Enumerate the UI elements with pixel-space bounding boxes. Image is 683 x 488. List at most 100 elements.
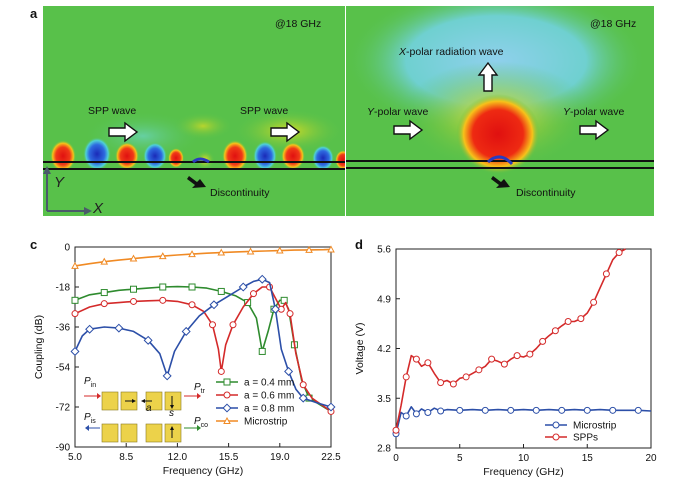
y-tick-label: 5.6 <box>377 245 391 256</box>
data-point-0 <box>71 296 79 304</box>
panel-c-inset-p-is-symbol: P <box>84 412 91 423</box>
data-point-0 <box>280 296 288 304</box>
panel-c-inset-a-label: a <box>146 403 152 414</box>
panel-c-inset-p-in-symbol: P <box>84 376 91 387</box>
data-point-0 <box>507 406 515 414</box>
data-point-0 <box>481 406 489 414</box>
data-point-0 <box>532 406 540 414</box>
data-point-1 <box>539 337 547 345</box>
panel-c-letter: c <box>30 237 38 252</box>
data-point-0 <box>188 283 196 291</box>
data-point-0 <box>558 406 566 414</box>
y-tick-label: 4.2 <box>377 344 391 355</box>
data-point-3 <box>305 245 313 253</box>
x-tick-label: 19.0 <box>270 452 290 463</box>
data-point-1 <box>71 310 79 318</box>
data-point-1 <box>602 270 610 278</box>
panel-c-inset-p-co-sub: co <box>200 422 209 429</box>
legend-entry: Microstrip <box>573 421 617 432</box>
series-line-1 <box>74 286 332 413</box>
y-tick-label: 0 <box>64 243 70 254</box>
y-tick-label: -18 <box>56 283 71 294</box>
data-point-1 <box>449 380 457 388</box>
data-point-1 <box>551 327 559 335</box>
panel-c-inset-p-is: Pis <box>84 412 96 425</box>
data-point-0 <box>412 410 420 418</box>
y-tick-label: 2.8 <box>377 444 391 455</box>
x-axis-label: Frequency (GHz) <box>483 466 564 478</box>
data-point-2 <box>162 371 172 381</box>
panel-a-axis-y-label: Y <box>54 174 65 191</box>
panel-b-wave-right-text: -polar wave <box>570 106 625 118</box>
data-point-1 <box>424 359 432 367</box>
panel-c-inset-p-co: Pco <box>194 416 208 429</box>
panel-a-arrow-right <box>270 121 301 143</box>
panel-c-inset-p-tr-symbol: P <box>194 382 201 393</box>
panel-b-discontinuity-arrow <box>491 176 510 188</box>
legend-marker <box>223 416 231 424</box>
data-point-2 <box>238 282 248 292</box>
data-point-1 <box>513 352 521 360</box>
data-point-1 <box>100 300 108 308</box>
panel-c-inset-s-label: s <box>169 408 174 419</box>
legend-entry: SPPs <box>573 433 598 444</box>
panel-c-inset-p-tr: Ptr <box>194 382 205 395</box>
panel-b-arrow-left <box>393 119 424 141</box>
legend-entry: Microstrip <box>244 417 288 428</box>
panel-c-inset: Pin Ptr Pis Pco a s <box>80 374 220 446</box>
data-point-3 <box>188 250 196 258</box>
data-point-1 <box>130 297 138 305</box>
data-point-1 <box>412 355 420 363</box>
data-point-1 <box>299 381 307 389</box>
data-point-0 <box>402 412 410 420</box>
data-point-1 <box>249 290 257 298</box>
data-point-3 <box>246 247 255 255</box>
panel-b-arrow-right <box>579 119 610 141</box>
panel-a-spp-wave-right: SPP wave <box>240 105 289 117</box>
panel-a-discontinuity-arrow <box>187 176 206 188</box>
data-point-2 <box>298 393 308 403</box>
series-line-3 <box>74 248 332 267</box>
data-point-2 <box>70 346 80 356</box>
x-tick-label: 12.0 <box>168 452 188 463</box>
y-tick-label: -72 <box>56 403 71 414</box>
data-point-1 <box>188 301 196 309</box>
legend-entry: a = 0.4 mm <box>244 378 294 389</box>
data-point-0 <box>130 285 138 293</box>
data-point-1 <box>577 315 585 323</box>
data-point-1 <box>564 317 572 325</box>
data-point-2 <box>181 326 191 336</box>
data-point-1 <box>286 310 294 318</box>
data-point-1 <box>500 360 508 368</box>
data-point-0 <box>437 407 445 415</box>
panel-c-chart: 5.0 8.5 12.0 15.5 19.0 22.5 0 -18 -36 -54 -72 -90 Fr… <box>33 243 341 478</box>
x-tick-label: 0 <box>393 453 399 464</box>
panel-b-radiation-arrow <box>477 61 499 92</box>
panel-c-inset-graphic <box>84 391 201 443</box>
panel-b-discontinuity-label: Discontinuity <box>516 187 576 199</box>
x-tick-label: 8.5 <box>119 452 133 463</box>
x-tick-label: 22.5 <box>321 452 341 463</box>
legend-marker <box>552 421 560 429</box>
series-line-1 <box>395 248 626 431</box>
panel-d-letter: d <box>355 237 363 252</box>
data-point-2 <box>209 300 219 310</box>
data-point-0 <box>100 289 108 297</box>
data-point-0 <box>609 406 617 414</box>
legend-marker <box>223 378 231 386</box>
panel-b-wave-right-var: Y <box>563 106 571 118</box>
data-point-3 <box>275 246 284 254</box>
panel-b-freq-label: @18 GHz <box>590 18 637 30</box>
panel-a-spp-wave-left: SPP wave <box>88 105 137 117</box>
data-point-2 <box>257 274 267 284</box>
legend-entry: a = 0.8 mm <box>244 404 294 415</box>
panel-c-inset-p-in-sub: in <box>90 382 97 389</box>
x-tick-label: 10 <box>518 453 530 464</box>
data-point-0 <box>456 406 464 414</box>
data-point-1 <box>209 321 217 329</box>
data-point-3 <box>129 254 138 262</box>
legend-marker <box>223 391 231 399</box>
data-point-2 <box>114 323 124 333</box>
y-tick-label: -54 <box>56 363 71 374</box>
data-point-2 <box>270 304 280 314</box>
